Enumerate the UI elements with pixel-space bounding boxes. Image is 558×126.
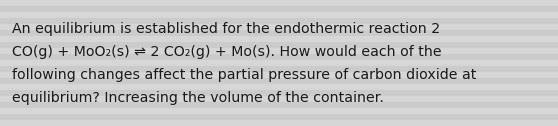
Bar: [0, 30, 558, 36]
Bar: [0, 102, 558, 108]
Text: following changes affect the partial pressure of carbon dioxide at: following changes affect the partial pre…: [12, 68, 477, 82]
Bar: [0, 84, 558, 90]
Bar: [0, 12, 558, 18]
Bar: [0, 36, 558, 42]
Text: CO(g) + MoO₂(s) ⇌ 2 CO₂(g) + Mo(s). How would each of the: CO(g) + MoO₂(s) ⇌ 2 CO₂(g) + Mo(s). How …: [12, 45, 441, 59]
Bar: [0, 120, 558, 126]
Bar: [0, 78, 558, 84]
Bar: [0, 108, 558, 114]
Bar: [0, 114, 558, 120]
Text: equilibrium? Increasing the volume of the container.: equilibrium? Increasing the volume of th…: [12, 91, 384, 105]
Bar: [0, 66, 558, 72]
Text: An equilibrium is established for the endothermic reaction 2: An equilibrium is established for the en…: [12, 22, 440, 36]
Bar: [0, 96, 558, 102]
Bar: [0, 18, 558, 24]
Bar: [0, 72, 558, 78]
Bar: [0, 90, 558, 96]
Bar: [0, 42, 558, 48]
Bar: [0, 60, 558, 66]
Bar: [0, 6, 558, 12]
Bar: [0, 24, 558, 30]
Bar: [0, 54, 558, 60]
Bar: [0, 48, 558, 54]
Bar: [0, 0, 558, 6]
